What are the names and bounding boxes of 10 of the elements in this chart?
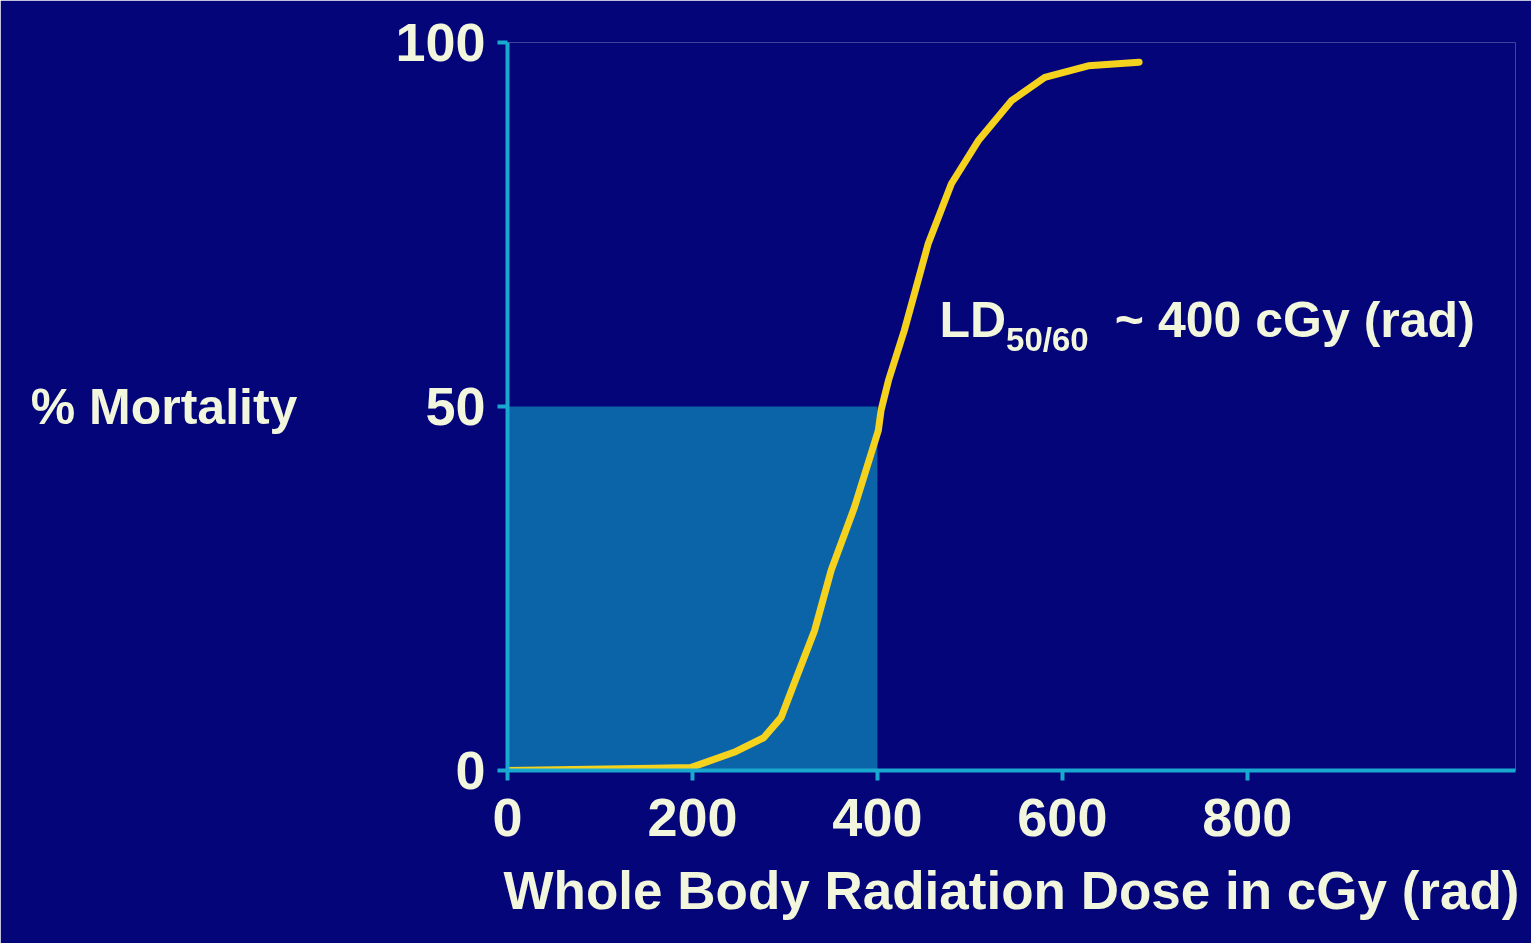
x-tick-label: 800 xyxy=(1202,786,1293,847)
y-axis-title: % Mortality xyxy=(30,378,298,435)
x-tick-label: 600 xyxy=(1017,786,1108,847)
x-axis-title: Whole Body Radiation Dose in cGy (rad) xyxy=(503,860,1520,920)
y-tick-label: 100 xyxy=(395,12,486,72)
x-tick-label: 0 xyxy=(492,786,523,847)
x-tick-label: 200 xyxy=(647,786,738,847)
y-tick-label: 0 xyxy=(455,740,486,800)
x-tick-label: 400 xyxy=(832,786,923,847)
y-tick-label: 50 xyxy=(425,376,486,436)
